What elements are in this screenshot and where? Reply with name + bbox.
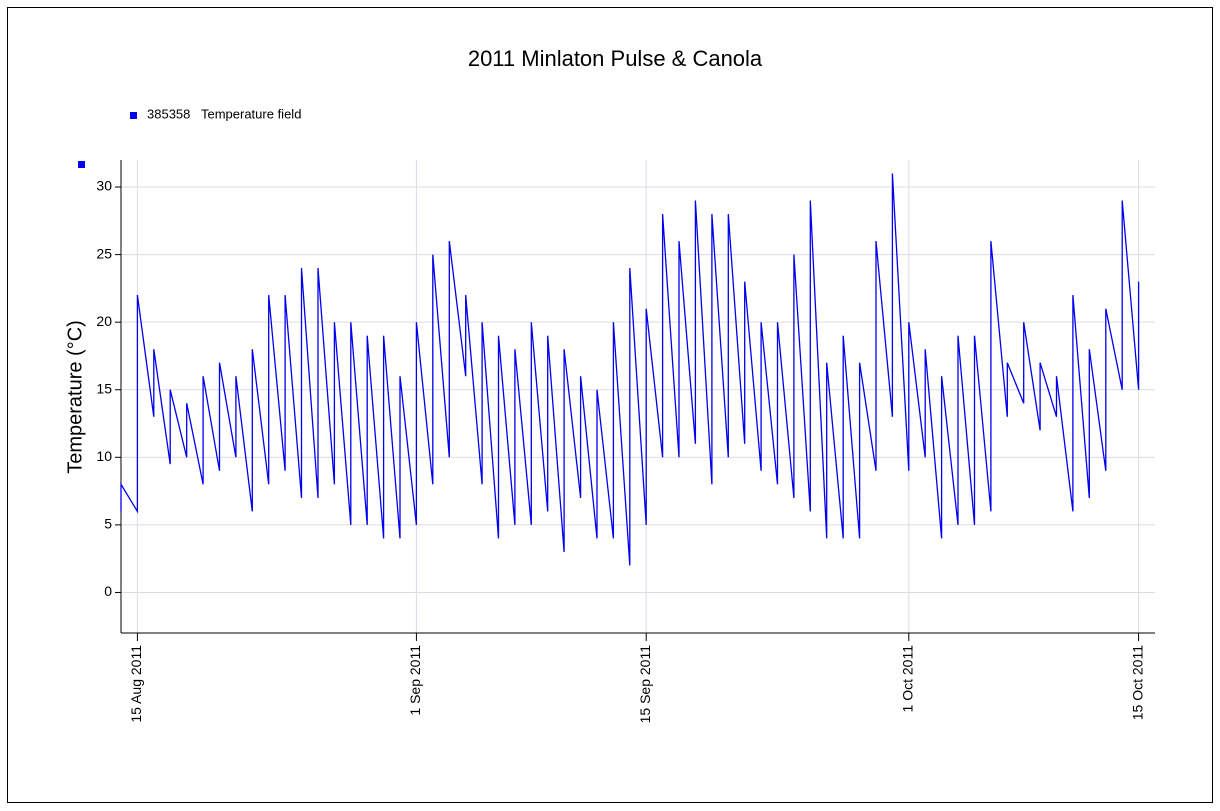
- x-tick-label: 15 Oct 2011: [1129, 645, 1145, 720]
- x-tick-label: 15 Aug 2011: [128, 645, 144, 723]
- y-tick-label: 15: [96, 380, 112, 396]
- y-tick-label: 25: [96, 245, 112, 261]
- y-axis-label: Temperature (°C): [64, 320, 86, 474]
- y-tick-label: 20: [96, 313, 112, 329]
- x-tick-label: 15 Sep 2011: [637, 645, 653, 724]
- legend-label: 385358 Temperature field: [147, 106, 301, 121]
- y-tick-label: 5: [104, 516, 112, 532]
- legend-marker: [130, 112, 137, 119]
- y-tick-label: 10: [96, 448, 112, 464]
- x-tick-label: 1 Oct 2011: [900, 645, 916, 713]
- frame: [7, 7, 1213, 803]
- x-tick-label: 1 Sep 2011: [407, 645, 423, 716]
- y-tick-label: 0: [104, 583, 112, 599]
- chart-title: 2011 Minlaton Pulse & Canola: [468, 46, 763, 71]
- series-line: [120, 173, 1140, 566]
- marker-icon: [78, 161, 85, 168]
- y-tick-label: 30: [96, 178, 112, 194]
